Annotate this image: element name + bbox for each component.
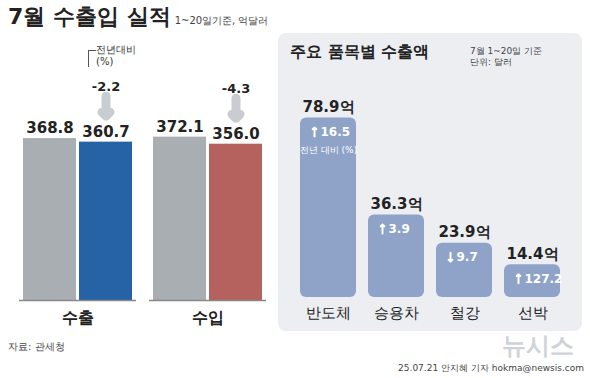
svg-text:360.7: 360.7 [82,123,129,141]
svg-text:선박: 선박 [518,304,548,322]
svg-text:3.9: 3.9 [389,222,410,236]
svg-text:9.7: 9.7 [457,250,478,264]
svg-text:36.3억: 36.3억 [370,195,422,213]
svg-text:반도체: 반도체 [306,304,351,322]
svg-text:승용차: 승용차 [374,304,419,322]
html-text:주요 품목별 수출액: 주요 품목별 수출액 [290,42,430,61]
svg-text:127.2: 127.2 [525,272,563,286]
svg-text:14.4억: 14.4억 [506,245,558,263]
html-text:자료: 관세청: 자료: 관세청 [8,341,65,352]
svg-text:-4.3: -4.3 [222,81,250,96]
svg-text:368.8: 368.8 [26,119,73,137]
svg-text:23.9억: 23.9억 [438,223,490,241]
html-text:전년대비 (%): 전년대비 (%) [96,44,136,67]
html-text:25.07.21 안지혜 기자 hokma@newsis.c: 25.07.21 안지혜 기자 hokma@newsis.com [398,363,584,373]
svg-text:356.0: 356.0 [212,125,259,143]
svg-text:78.9억: 78.9억 [302,98,354,116]
svg-text:전년 대비 (%): 전년 대비 (%) [300,145,357,155]
svg-text:-2.2: -2.2 [92,79,120,94]
html-text:1~20일기준, 억달러: 1~20일기준, 억달러 [174,15,269,26]
html-text:7월 수출입 실적: 7월 수출입 실적 [8,4,171,29]
html-text:7월 1~20일 기준: 7월 1~20일 기준 [470,46,543,56]
svg-text:372.1: 372.1 [156,118,203,136]
svg-text:수입: 수입 [192,308,224,327]
svg-text:수출: 수출 [62,308,94,327]
html-text:단위: 달러: 단위: 달러 [470,57,512,67]
svg-text:16.5: 16.5 [321,125,351,139]
svg-text:철강: 철강 [450,304,480,322]
html-text:뉴시스: 뉴시스 [502,332,574,360]
